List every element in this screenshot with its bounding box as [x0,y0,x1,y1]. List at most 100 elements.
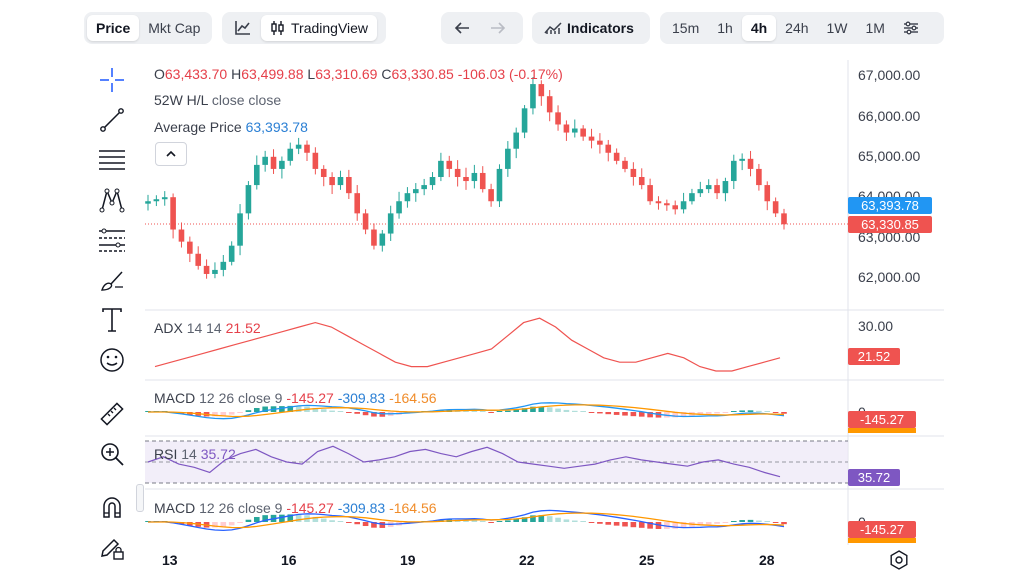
candle-body [145,201,151,204]
macd-histogram-bar [161,521,168,522]
macd-histogram-bar [680,412,687,417]
candle-body [446,160,453,169]
macd1-legend: MACD 12 26 close 9 -145.27 -309.83 -164.… [154,390,437,406]
candle-body [496,168,503,202]
crosshair-tool[interactable] [92,62,132,98]
interval-4h[interactable]: 4h [741,15,777,41]
candle-body [463,177,469,182]
macd-histogram-bar [705,412,712,414]
legend-collapse-button[interactable] [155,142,187,166]
macd-histogram-bar [312,516,319,522]
price-axis-label: 67,000.00 [858,67,921,83]
redo-button[interactable] [480,15,516,41]
candle-body [337,177,344,186]
macd-histogram-bar [722,522,729,523]
candle-body [245,185,252,214]
candle-body [379,233,386,246]
macd-histogram-bar [195,522,202,527]
macd-histogram-bar [446,519,453,522]
macd-histogram-bar [228,522,235,526]
macd-histogram-bar [279,406,285,412]
interval-1h[interactable]: 1h [717,20,733,36]
macd-histogram-bar [555,408,561,412]
macd-histogram-bar [580,521,586,522]
candle-body [153,199,160,202]
zoom-tool[interactable] [92,436,132,472]
interval-1m[interactable]: 1M [865,20,885,36]
adx-axis-label: 30.00 [858,318,894,334]
macd-histogram-bar [396,522,402,526]
fib-tool[interactable] [92,222,132,258]
candle-body [387,213,394,234]
candle-body [421,185,427,190]
chart-settings-button[interactable] [894,15,928,41]
emoji-tool[interactable] [92,342,132,378]
pencil-lock-icon [101,538,124,560]
candle-body [187,241,193,254]
macd-histogram-bar [145,521,151,522]
candle-body [262,156,268,165]
candle-body [714,185,720,194]
macd-histogram-bar [421,411,427,412]
interval-24h[interactable]: 24h [785,20,809,36]
macd-histogram-bar [161,411,168,412]
rsi-line [147,445,781,478]
adx-tag: 21.52 [848,348,900,365]
candle-body [730,160,737,182]
horizontal-lines-tool[interactable] [92,142,132,178]
macd-histogram-bar [178,522,185,525]
magnet-tool[interactable] [92,490,132,526]
lock-drawings-tool[interactable] [92,530,132,566]
candle-body [320,168,327,177]
undo-button[interactable] [444,15,480,41]
interval-1w[interactable]: 1W [826,20,848,36]
candle-body [429,177,436,186]
w52-legend: 52W H/L close close [154,92,281,108]
brush-tool[interactable] [92,262,132,298]
candle-body [438,160,444,177]
macd-histogram-bar [622,412,628,416]
macd2-histogram-value: -145.27 [286,500,334,516]
macd-histogram-bar [505,410,511,412]
candle-body [203,265,210,274]
tab-mkt-cap[interactable]: Mkt Cap [148,20,201,36]
candle-body [655,201,662,204]
macd1-label: MACD [154,390,196,406]
candlestick-icon [271,21,284,35]
indicators-icon [544,22,562,34]
open-value: 63,433.70 [164,66,228,82]
macd-histogram-bar [605,412,612,415]
candle-body [722,181,729,194]
trend-line-tool[interactable] [92,102,132,138]
candle-body [597,140,603,145]
ruler-tool[interactable] [92,396,132,432]
macd-histogram-bar [513,409,520,412]
text-tool[interactable] [92,302,132,338]
chart-settings-gear[interactable] [889,550,909,570]
candle-body [396,201,402,214]
macd-histogram-bar [220,522,227,527]
tradingview-button[interactable]: TradingView [261,15,378,41]
macd-histogram-bar [245,410,252,412]
macd-histogram-bar [722,412,729,413]
candle-body [705,185,712,190]
macd1-signal-value: -164.56 [389,390,437,406]
macd-histogram-bar [387,522,394,527]
macd-histogram-bar [153,411,160,412]
candle-body [412,189,419,194]
interval-15m[interactable]: 15m [672,20,700,36]
macd-histogram-bar [371,412,377,417]
pattern-tool[interactable] [92,182,132,218]
macd-histogram-bar [195,412,202,416]
ohlc-legend: O63,433.70 H63,499.88 L63,310.69 C63,330… [154,66,563,82]
indicators-button[interactable]: Indicators [535,15,643,41]
candle-body [488,189,494,202]
tab-price[interactable]: Price [87,15,140,41]
line-chart-button[interactable] [225,15,261,41]
macd-histogram-bar [471,410,478,412]
tradingview-label: TradingView [291,20,369,36]
macd-histogram-bar [396,412,402,415]
sidebar-collapse-handle[interactable] [136,484,144,512]
macd-histogram-bar [362,522,369,527]
